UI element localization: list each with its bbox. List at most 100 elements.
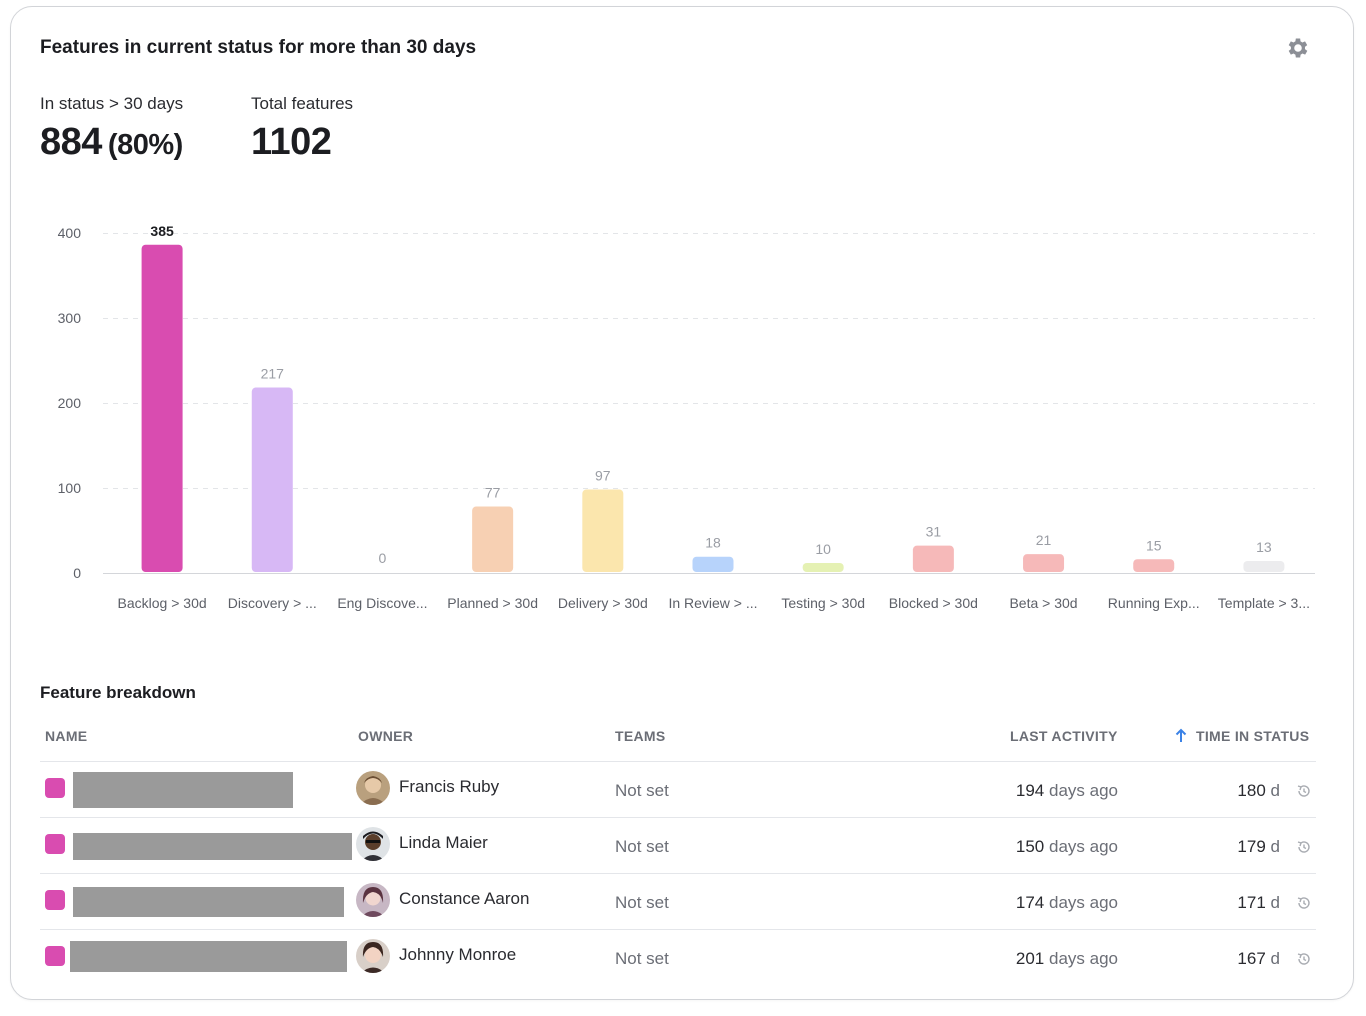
activity-unit: days ago <box>1049 949 1118 968</box>
activity-number: 174 <box>1015 893 1045 912</box>
feature-name-redacted[interactable] <box>73 772 293 808</box>
feature-name-redacted[interactable] <box>73 833 352 860</box>
data-label: 97 <box>595 468 611 484</box>
avatar <box>356 883 390 917</box>
activity-number: 194 <box>1015 781 1045 800</box>
report-title: Features in current status for more than… <box>40 37 477 58</box>
x-tick-label: Template > 3... <box>1218 595 1310 611</box>
last-activity: 201 days ago <box>1016 949 1118 969</box>
teams-value: Not set <box>615 893 669 912</box>
time-in-status: 180 d <box>1237 781 1280 801</box>
x-tick-label: Backlog > 30d <box>118 595 207 611</box>
x-tick-label: Testing > 30d <box>781 595 865 611</box>
stat-percentage: (80%) <box>107 129 183 161</box>
y-tick-label: 300 <box>58 310 82 326</box>
table-row[interactable]: Francis Ruby Not set 194 days ago 180 d <box>40 763 1316 819</box>
history-icon[interactable] <box>1296 951 1312 967</box>
time-number: 179 <box>1237 837 1266 856</box>
time-number: 180 <box>1237 781 1266 800</box>
x-tick-label: Delivery > 30d <box>558 595 648 611</box>
owner-name: Constance Aaron <box>399 889 530 908</box>
column-header-time-in-status[interactable]: TIME IN STATUS <box>1196 728 1310 744</box>
feature-name-redacted[interactable] <box>70 941 347 972</box>
time-in-status: 179 d <box>1237 837 1280 857</box>
column-header-name[interactable]: NAME <box>45 728 88 744</box>
teams-value: Not set <box>615 837 669 856</box>
column-header-last-activity[interactable]: LAST ACTIVITY <box>1010 728 1118 744</box>
x-tick-label: Eng Discove... <box>337 595 427 611</box>
history-icon[interactable] <box>1296 783 1312 799</box>
teams-value: Not set <box>615 781 669 800</box>
time-number: 171 <box>1237 893 1266 912</box>
owner-name: Linda Maier <box>399 833 488 852</box>
time-in-status: 167 d <box>1237 949 1280 969</box>
time-unit: d <box>1270 781 1280 800</box>
column-header-teams[interactable]: TEAMS <box>615 728 666 744</box>
gear-icon[interactable] <box>1285 35 1311 61</box>
bar <box>141 244 183 572</box>
time-unit: d <box>1270 837 1280 856</box>
table-divider <box>40 873 1316 874</box>
x-tick-label: Running Exp... <box>1108 595 1200 611</box>
y-tick-label: 400 <box>58 225 82 241</box>
bar <box>1133 559 1175 572</box>
data-label: 10 <box>815 541 831 557</box>
data-label: 0 <box>379 550 387 566</box>
y-tick-label: 0 <box>73 565 81 581</box>
feature-color-swatch <box>45 946 65 966</box>
x-tick-label: Planned > 30d <box>447 595 538 611</box>
time-in-status: 171 d <box>1237 893 1280 913</box>
data-label: 385 <box>150 223 174 239</box>
last-activity: 150 days ago <box>1016 837 1118 857</box>
activity-number: 150 <box>1015 837 1045 856</box>
y-tick-label: 100 <box>58 480 82 496</box>
report-card: Features in current status for more than… <box>10 6 1354 1000</box>
stat-number: 884 <box>40 121 102 163</box>
avatar <box>356 827 390 861</box>
history-icon[interactable] <box>1296 839 1312 855</box>
bar <box>692 556 734 572</box>
data-label: 15 <box>1146 537 1162 553</box>
owner-name: Johnny Monroe <box>399 945 517 964</box>
bar <box>472 506 514 572</box>
owner-name: Francis Ruby <box>399 777 500 796</box>
data-label: 77 <box>485 485 501 501</box>
last-activity: 174 days ago <box>1016 893 1118 913</box>
y-tick-label: 200 <box>58 395 82 411</box>
activity-unit: days ago <box>1049 781 1118 800</box>
table-divider <box>40 761 1316 762</box>
stat-label-total: Total features <box>251 94 354 113</box>
data-label: 18 <box>705 535 721 551</box>
x-tick-label: Discovery > ... <box>228 595 317 611</box>
time-unit: d <box>1270 949 1280 968</box>
activity-unit: days ago <box>1049 837 1118 856</box>
data-label: 31 <box>926 524 942 540</box>
stat-label-in-status: In status > 30 days <box>40 94 184 113</box>
table-row[interactable]: Constance Aaron Not set 174 days ago 171… <box>40 875 1316 931</box>
data-label: 13 <box>1256 539 1272 555</box>
bar <box>582 489 624 572</box>
bar <box>802 563 844 572</box>
data-label: 21 <box>1036 532 1052 548</box>
avatar <box>356 939 390 973</box>
data-label: 217 <box>261 366 285 382</box>
x-tick-label: In Review > ... <box>668 595 757 611</box>
bar <box>251 387 293 572</box>
feature-color-swatch <box>45 834 65 854</box>
teams-value: Not set <box>615 949 669 968</box>
activity-number: 201 <box>1015 949 1045 968</box>
breakdown-title: Feature breakdown <box>40 683 196 702</box>
table-row[interactable]: Linda Maier Not set 150 days ago 179 d <box>40 819 1316 875</box>
feature-color-swatch <box>45 778 65 798</box>
arrow-up-icon[interactable] <box>1174 728 1188 744</box>
history-icon[interactable] <box>1296 895 1312 911</box>
stat-value-in-status: 884 (80%) <box>40 121 183 164</box>
bar <box>1023 554 1065 572</box>
feature-name-redacted[interactable] <box>73 887 344 917</box>
time-unit: d <box>1270 893 1280 912</box>
activity-unit: days ago <box>1049 893 1118 912</box>
table-row[interactable]: Johnny Monroe Not set 201 days ago 167 d <box>40 931 1316 987</box>
column-header-owner[interactable]: OWNER <box>358 728 414 744</box>
last-activity: 194 days ago <box>1016 781 1118 801</box>
